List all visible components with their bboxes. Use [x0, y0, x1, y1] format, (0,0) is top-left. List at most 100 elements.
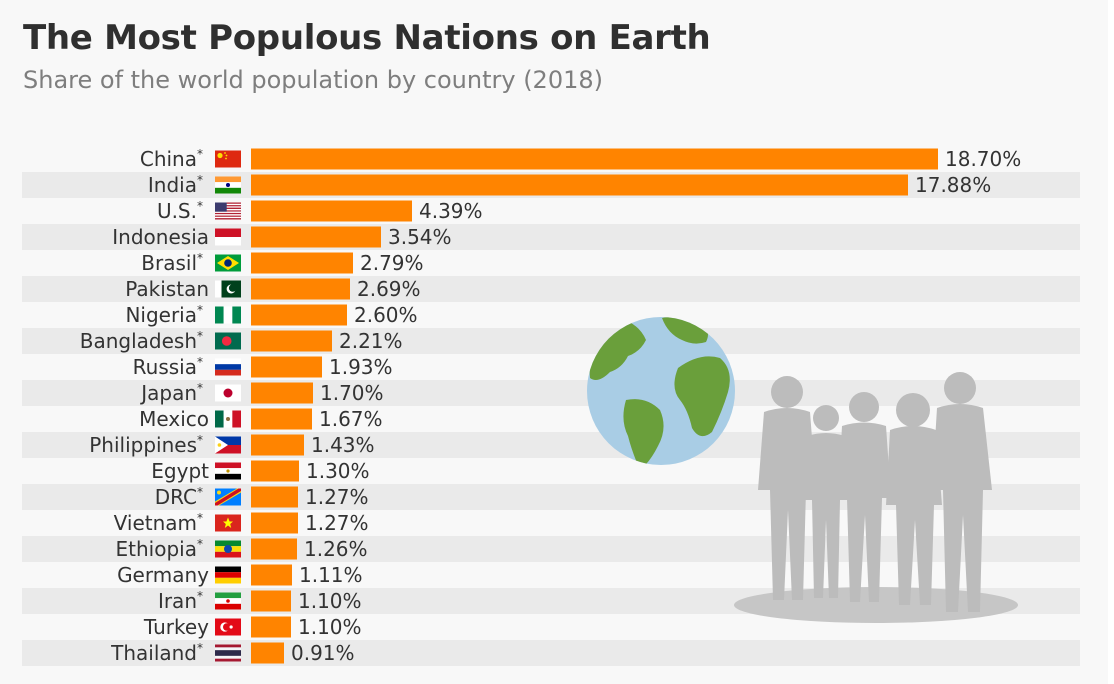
bar [251, 330, 332, 352]
globe-icon [587, 317, 735, 465]
ethiopia-flag-icon [215, 540, 241, 558]
bar [251, 174, 908, 196]
category-label: Iran* [158, 589, 203, 613]
value-label: 4.39% [419, 199, 483, 223]
value-label: 2.69% [357, 277, 421, 301]
value-label: 1.10% [298, 589, 362, 613]
value-label: 2.21% [339, 329, 403, 353]
bar [251, 382, 313, 404]
value-label: 1.26% [304, 537, 368, 561]
chart-subtitle: Share of the world population by country… [23, 66, 603, 94]
value-label: 18.70% [945, 147, 1021, 171]
category-label: Brasil* [141, 251, 203, 275]
bar [251, 486, 298, 508]
bar [251, 512, 298, 534]
asterisk-mark: * [197, 199, 203, 213]
japan-flag-icon [215, 384, 241, 402]
category-label: Bangladesh* [80, 329, 203, 353]
value-label: 2.60% [354, 303, 418, 327]
category-label: Germany [117, 563, 209, 587]
bar [251, 538, 297, 560]
category-label: Nigeria* [125, 303, 203, 327]
asterisk-mark: * [197, 329, 203, 343]
indonesia-flag-icon [215, 228, 241, 246]
value-label: 1.67% [319, 407, 383, 431]
value-label: 1.10% [298, 615, 362, 639]
bar [251, 408, 312, 430]
mexico-flag-icon [215, 410, 241, 428]
value-label: 1.11% [299, 563, 363, 587]
bar [251, 252, 353, 274]
value-label: 3.54% [388, 225, 452, 249]
nigeria-flag-icon [215, 306, 241, 324]
china-flag-icon [215, 150, 241, 168]
category-label: Japan* [139, 381, 203, 405]
value-label: 1.27% [305, 511, 369, 535]
brazil-flag-icon [215, 254, 241, 272]
asterisk-mark: * [197, 251, 203, 265]
germany-flag-icon [215, 566, 241, 584]
bar [251, 590, 291, 612]
asterisk-mark: * [197, 381, 203, 395]
russia-flag-icon [215, 358, 241, 376]
pakistan-flag-icon [215, 280, 241, 298]
category-label: Mexico [139, 407, 209, 431]
thailand-flag-icon [215, 644, 241, 662]
category-label: Russia* [133, 355, 203, 379]
asterisk-mark: * [197, 589, 203, 603]
category-label: India* [148, 173, 203, 197]
row-stripe [22, 328, 1080, 354]
vietnam-flag-icon [215, 514, 241, 532]
bar [251, 148, 938, 170]
category-label: Vietnam* [114, 511, 203, 535]
category-label: Pakistan [125, 277, 209, 301]
bar [251, 434, 304, 456]
egypt-flag-icon [215, 462, 241, 480]
value-label: 1.70% [320, 381, 384, 405]
row-stripe [22, 276, 1080, 302]
bar [251, 356, 322, 378]
bangladesh-flag-icon [215, 332, 241, 350]
value-label: 0.91% [291, 641, 355, 665]
bar [251, 278, 350, 300]
india-flag-icon [215, 176, 241, 194]
bar [251, 460, 299, 482]
asterisk-mark: * [197, 537, 203, 551]
bar [251, 564, 292, 586]
value-label: 1.27% [305, 485, 369, 509]
value-label: 1.93% [329, 355, 393, 379]
asterisk-mark: * [197, 433, 203, 447]
row-stripe [22, 224, 1080, 250]
bar [251, 304, 347, 326]
category-label: U.S.* [157, 199, 203, 223]
asterisk-mark: * [197, 147, 203, 161]
asterisk-mark: * [197, 355, 203, 369]
asterisk-mark: * [197, 173, 203, 187]
turkey-flag-icon [215, 618, 241, 636]
asterisk-mark: * [197, 485, 203, 499]
bar [251, 226, 381, 248]
drc-flag-icon [215, 488, 241, 506]
category-label: Turkey [143, 615, 209, 639]
category-label: Indonesia [112, 225, 209, 249]
philippines-flag-icon [215, 436, 241, 454]
iran-flag-icon [215, 592, 241, 610]
category-label: China* [140, 147, 203, 171]
bar [251, 616, 291, 638]
category-label: Egypt [151, 459, 209, 483]
asterisk-mark: * [197, 511, 203, 525]
bar [251, 200, 412, 222]
value-label: 1.43% [311, 433, 375, 457]
row-stripe [22, 640, 1080, 666]
value-label: 2.79% [360, 251, 424, 275]
category-label: DRC* [155, 485, 203, 509]
bar [251, 642, 284, 664]
value-label: 1.30% [306, 459, 370, 483]
category-label: Ethiopia* [116, 537, 203, 561]
value-label: 17.88% [915, 173, 991, 197]
category-label: Philippines* [89, 433, 203, 457]
asterisk-mark: * [197, 641, 203, 655]
chart-title: The Most Populous Nations on Earth [23, 18, 711, 58]
people-silhouette-icon [734, 372, 1018, 623]
